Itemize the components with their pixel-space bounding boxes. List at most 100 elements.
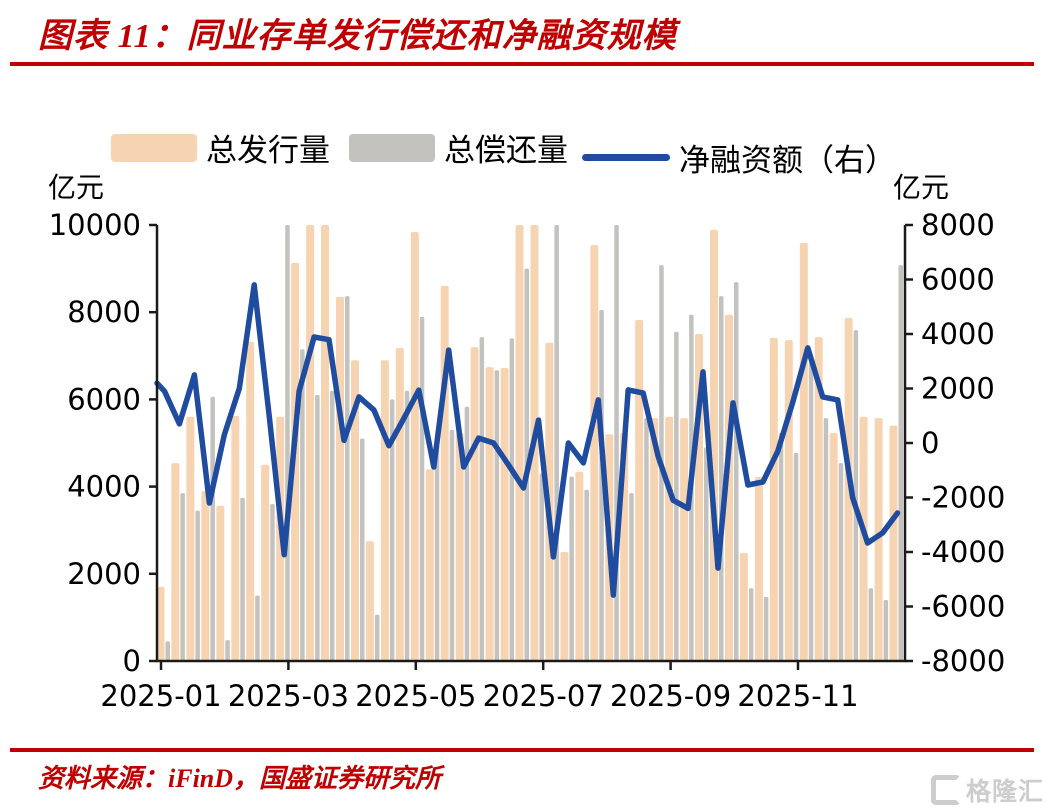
repayment-bar	[374, 614, 380, 661]
issuance-bar	[590, 245, 599, 661]
repayment-bar	[823, 418, 829, 661]
repayment-bar	[210, 396, 215, 661]
left-axis-label: 6000	[67, 382, 141, 416]
issuance-bar	[784, 340, 793, 661]
x-axis-label: 2025-05	[355, 679, 476, 713]
issuance-bar	[575, 471, 584, 661]
repayment-bar	[704, 447, 709, 661]
repayment-bar	[449, 429, 455, 661]
repayment-bar	[389, 399, 395, 661]
net-legend-label: 净融资额（右）	[679, 143, 896, 178]
issuance-bar	[201, 491, 210, 661]
repayment-bar	[360, 438, 365, 661]
issuance-bar	[455, 433, 464, 661]
right-axis-label: -8000	[921, 644, 1005, 678]
issuance-bar	[261, 464, 270, 661]
repayment-bar	[883, 600, 889, 661]
issuance-bar	[560, 552, 569, 661]
repayment-bar	[434, 438, 440, 661]
issuance-bar	[216, 505, 225, 661]
issuance-bar	[351, 360, 359, 661]
repayment-bar	[569, 476, 574, 661]
right-axis-label: -2000	[921, 481, 1005, 515]
legend-item-net: 净融资额（右）	[582, 135, 896, 180]
left-axis-label: 8000	[67, 295, 141, 329]
issuance-bar	[814, 337, 823, 661]
x-axis-label: 2025-03	[228, 679, 349, 713]
issuance-bar	[231, 416, 240, 661]
left-axis-label: 2000	[67, 557, 141, 591]
issuance-bar	[769, 337, 778, 661]
issuance-bar	[425, 469, 434, 661]
repayment-bar	[419, 317, 425, 661]
right-axis-label: 4000	[921, 317, 995, 351]
repayment-bar	[165, 641, 170, 661]
repayment-bar	[599, 310, 604, 661]
net-financing-line	[154, 282, 901, 598]
repayment-bar	[300, 349, 305, 661]
left-axis-label: 10000	[49, 208, 141, 242]
right-axis-label: 2000	[921, 372, 995, 406]
issuance-bar	[665, 416, 674, 661]
repayment-bar	[868, 588, 874, 661]
left-axis-label: 4000	[67, 470, 141, 504]
repayment-swatch	[349, 133, 435, 162]
repayment-bar	[315, 395, 320, 661]
repayment-bar	[584, 489, 589, 661]
left-axis-label: 0	[123, 644, 141, 678]
issuance-bar	[889, 425, 898, 661]
repayment-bar	[345, 296, 350, 661]
repayment-bar	[270, 504, 275, 661]
repayment-bar	[748, 588, 754, 661]
issuance-bar	[156, 586, 165, 661]
issuance-bar	[336, 296, 344, 661]
axis-tick-labels: 0 2000 4000 6000 8000 10000 -8000 -6000 -4000 -20…	[49, 208, 1006, 713]
repayment-bar	[479, 337, 485, 661]
issuance-legend-label: 总发行量	[206, 133, 330, 168]
repayment-bar	[778, 433, 784, 661]
repayment-bar	[719, 296, 724, 661]
right-axis-label: 6000	[921, 263, 995, 297]
issuance-bar	[395, 348, 404, 661]
source-note: 资料来源：iFinD，国盛证券研究所	[38, 764, 442, 793]
issuance-bar	[365, 541, 374, 661]
legend-item-repayment: 总偿还量	[349, 125, 568, 170]
issuance-bar	[321, 225, 329, 661]
issuance-bar	[410, 232, 419, 661]
issuance-bar	[246, 341, 255, 661]
issuance-bar	[635, 320, 644, 661]
repayment-bar	[629, 493, 634, 661]
repayment-bar	[180, 493, 185, 661]
issuance-bar	[680, 418, 689, 661]
repayment-bar	[838, 463, 844, 661]
repayment-bar	[808, 362, 814, 661]
repayment-bar	[240, 497, 245, 661]
right-axis-label: 8000	[921, 208, 995, 242]
issuance-swatch	[111, 133, 197, 162]
repayment-bar	[494, 370, 500, 661]
right-axis-unit: 亿元	[893, 173, 950, 204]
axes	[149, 223, 913, 670]
repayment-bar	[554, 225, 559, 661]
net-line-swatch	[582, 154, 670, 161]
issuance-bar	[440, 286, 449, 661]
repayment-bar	[330, 390, 335, 661]
x-axis-label: 2025-09	[610, 679, 731, 713]
repayment-bar	[509, 338, 515, 661]
issuance-bar	[380, 360, 389, 661]
repayment-bar	[734, 282, 739, 661]
repayment-bar	[853, 330, 859, 661]
repayment-bar	[763, 596, 769, 661]
issuance-bar	[171, 463, 180, 661]
issuance-bar	[485, 367, 494, 661]
gelonghui-logo-icon	[930, 775, 961, 805]
issuance-bar	[500, 368, 509, 661]
issuance-bar	[515, 225, 524, 661]
repayment-bar	[793, 453, 799, 661]
repayment-bar	[195, 510, 200, 661]
x-axis-label: 2025-01	[100, 679, 221, 713]
repayment-bar	[464, 406, 470, 661]
issuance-bar	[650, 418, 659, 661]
issuance-bar	[799, 242, 808, 661]
